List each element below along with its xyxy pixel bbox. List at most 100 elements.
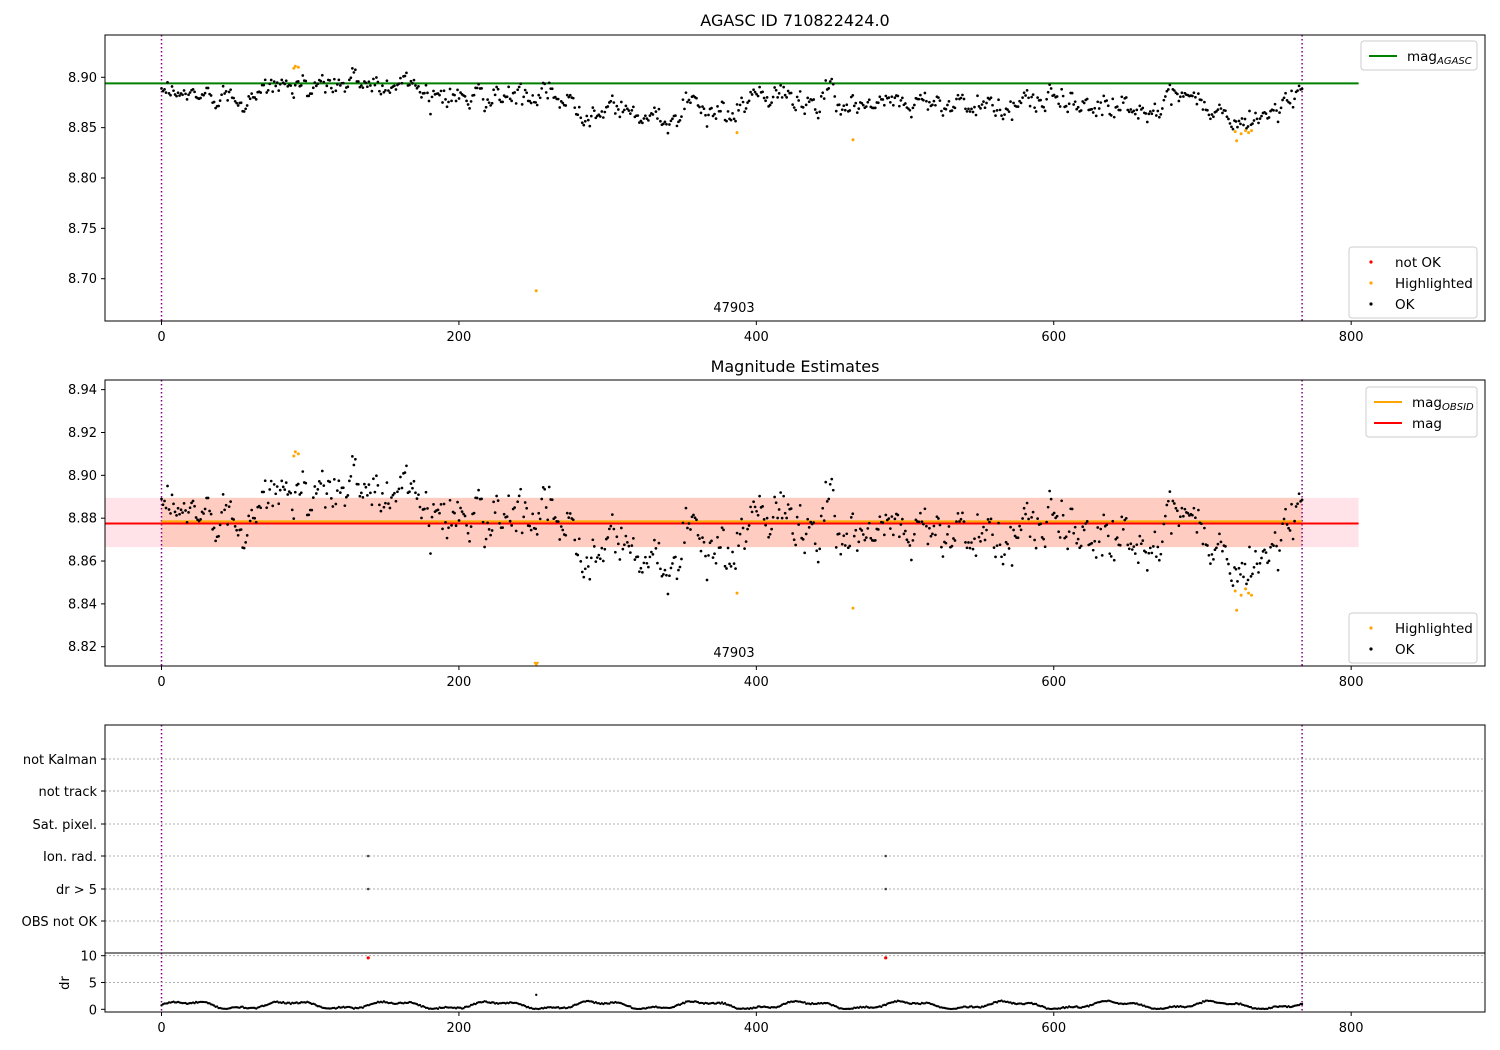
agasc-ok-point <box>534 101 538 104</box>
agasc-ok-point <box>701 105 704 108</box>
magest-ok-point <box>568 512 572 515</box>
agasc-ok-point <box>1097 107 1101 110</box>
magest-ok-point <box>1112 558 1116 562</box>
magest-ok-point <box>188 506 192 510</box>
magest-ok-point <box>925 524 928 528</box>
magest-ok-point <box>442 502 446 506</box>
agasc-ok-point <box>1163 95 1167 98</box>
magest-ok-point <box>666 592 670 596</box>
magest-ok-point <box>348 479 351 483</box>
magest-ok-point <box>1197 508 1200 512</box>
agasc-ok-point <box>1057 102 1060 106</box>
agasc-ok-point <box>1166 88 1170 91</box>
magest-ok-point <box>1182 514 1185 518</box>
magest-chart-title: Magnitude Estimates <box>711 357 880 376</box>
magest-ok-point <box>624 534 628 538</box>
agasc-ok-point <box>947 99 951 103</box>
magest-ok-point <box>1290 502 1293 506</box>
agasc-ok-point <box>973 105 976 109</box>
magest-ok-point <box>1115 536 1119 539</box>
magest-ok-point <box>804 532 808 536</box>
magest-ok-point <box>529 528 533 532</box>
magest-highlighted-point <box>851 606 855 610</box>
agasc-ok-point <box>893 96 897 100</box>
agasc-ok-point <box>806 96 810 100</box>
magest-ok-point <box>609 524 613 528</box>
magest-ok-point <box>744 540 748 543</box>
magest-ok-point <box>281 485 285 489</box>
agasc-ok-point <box>864 105 868 108</box>
magest-ok-point <box>708 541 712 545</box>
magest-ok-point <box>1272 544 1275 547</box>
magest-ok-point <box>656 561 659 565</box>
magest-ok-point <box>807 526 811 529</box>
magest-highlighted-point <box>296 452 300 456</box>
agasc-ok-point <box>725 119 728 123</box>
agasc-ok-point <box>1257 121 1260 125</box>
agasc-ok-point <box>698 105 701 109</box>
agasc-ok-point <box>603 110 607 114</box>
agasc-ok-point <box>887 96 891 99</box>
agasc-highlighted-point <box>293 64 297 68</box>
agasc-ok-point <box>904 102 907 105</box>
magest-ok-point <box>366 493 369 497</box>
magest-ok-point <box>1203 526 1206 530</box>
magest-ok-point <box>639 566 643 570</box>
magest-ok-point <box>674 555 677 559</box>
magest-ok-point <box>994 555 997 559</box>
dr-xtick-label: 200 <box>447 1021 472 1036</box>
magest-ok-point <box>1028 535 1032 539</box>
agasc-ok-point <box>441 101 444 104</box>
magest-ok-point <box>369 491 372 495</box>
agasc-ok-point <box>582 123 586 127</box>
magest-ok-point <box>1154 555 1158 559</box>
agasc-ok-point <box>1153 102 1157 106</box>
magest-ok-point <box>496 499 500 502</box>
agasc-ok-point <box>714 117 718 120</box>
magest-ok-point <box>689 528 692 531</box>
agasc-ok-point <box>818 110 822 114</box>
magest-ok-point <box>382 505 386 509</box>
magest-ok-point <box>417 493 420 497</box>
magest-ok-point <box>310 508 314 512</box>
magest-ok-point <box>1230 579 1233 583</box>
magest-ok-point <box>711 556 715 559</box>
magest-ok-point <box>337 479 341 483</box>
agasc-ok-point <box>373 83 377 87</box>
agasc-ok-point <box>765 96 769 99</box>
agasc-ok-point <box>352 71 356 74</box>
agasc-ok-point <box>668 123 671 126</box>
magest-ok-point <box>372 477 375 481</box>
magest-ok-point <box>559 525 563 528</box>
magest-ok-point <box>250 508 254 512</box>
dr-point <box>241 1005 244 1008</box>
magest-ok-point <box>782 494 785 498</box>
magest-ok-point <box>833 514 837 518</box>
magest-ok-point <box>290 508 294 512</box>
magest-ok-point <box>797 523 801 526</box>
magest-ok-point <box>408 490 411 494</box>
agasc-ok-point <box>351 67 354 70</box>
agasc-ok-point <box>738 103 742 107</box>
magest-ok-point <box>1127 547 1131 551</box>
magest-ok-point <box>313 485 317 488</box>
agasc-ok-point <box>163 87 166 91</box>
agasc-ok-point <box>821 91 825 95</box>
agasc-ok-point <box>783 93 787 97</box>
magest-ok-point <box>961 511 964 515</box>
magest-ok-point <box>1216 542 1220 546</box>
agasc-ok-point <box>1007 110 1011 114</box>
agasc-highlighted-point <box>735 131 739 135</box>
dr-outlier-point <box>884 956 888 960</box>
agasc-ok-point <box>187 93 190 97</box>
magest-ok-point <box>845 532 849 536</box>
magest-ok-point <box>719 546 722 549</box>
magest-ok-point <box>959 517 963 521</box>
agasc-ok-point <box>360 84 363 87</box>
magest-xtick-label: 400 <box>744 675 769 690</box>
magest-ok-point <box>514 529 518 533</box>
magest-ok-point <box>830 477 834 481</box>
agasc-ok-point <box>346 85 350 89</box>
agasc-ok-point <box>651 113 655 116</box>
magest-ok-point <box>1162 522 1166 526</box>
